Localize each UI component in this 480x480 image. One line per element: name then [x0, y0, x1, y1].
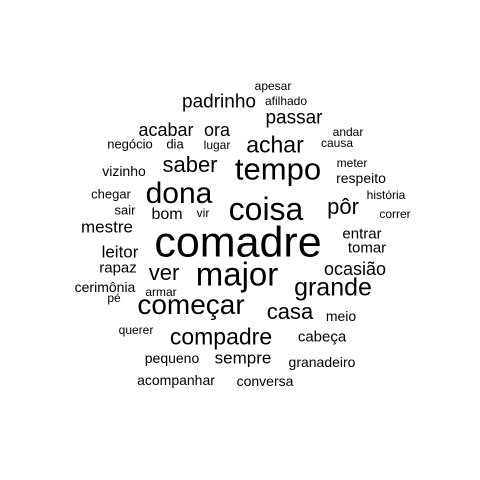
word-meter: meter — [336, 156, 368, 170]
word-dona: dona — [145, 177, 213, 210]
word-major: major — [195, 255, 279, 293]
word-conversa: conversa — [236, 373, 294, 389]
word-armar: armar — [145, 285, 177, 299]
word-lugar: lugar — [203, 138, 231, 152]
word-coisa: coisa — [228, 191, 304, 227]
word-ceremonia: cerimônia — [74, 279, 136, 295]
word-chegar: chegar — [91, 186, 131, 202]
word-bom: bom — [151, 206, 183, 223]
word-causa: causa — [320, 136, 354, 150]
word-achar: achar — [246, 131, 304, 158]
word-passar: passar — [265, 107, 323, 129]
word-acabar: acabar — [138, 120, 194, 140]
word-por: pôr — [327, 194, 359, 219]
word-ora: ora — [203, 120, 231, 140]
word-negocio: negócio — [107, 136, 153, 152]
word-rapaz: rapaz — [99, 259, 137, 277]
word-saber: saber — [162, 152, 218, 177]
word-pequeno: pequeno — [144, 350, 200, 366]
word-granadeiro: granadeiro — [288, 354, 356, 370]
word-padrinho: padrinho — [182, 91, 256, 113]
word-leitor: leitor — [101, 242, 139, 262]
word-meio: meio — [325, 308, 357, 324]
word-historia: história — [366, 188, 406, 202]
word-querer: querer — [118, 323, 154, 337]
word-cabeca: cabeça — [297, 328, 347, 346]
word-casa: casa — [266, 299, 314, 324]
word-ver: ver — [148, 260, 180, 285]
word-compadre: compadre — [169, 323, 273, 350]
word-vizinho: vizinho — [102, 163, 146, 179]
word-mestre: mestre — [81, 217, 133, 237]
word-apesar: apesar — [254, 79, 292, 93]
word-comadre: comadre — [154, 218, 322, 267]
word-tomar: tomar — [347, 239, 387, 257]
word-dia: dia — [166, 136, 184, 152]
word-acompanhar: acompanhar — [137, 372, 215, 388]
word-afilhado: afilhado — [264, 94, 308, 108]
word-grande: grande — [294, 273, 372, 302]
word-comecar: começar — [137, 289, 245, 320]
word-vir: vir — [196, 206, 210, 220]
word-sempre: sempre — [214, 348, 272, 368]
word-sair: sair — [114, 202, 136, 218]
word-entrar: entrar — [342, 225, 382, 243]
word-respeito: respeito — [336, 170, 386, 186]
word-pe: pé — [107, 291, 121, 305]
word-correr: correr — [379, 207, 411, 221]
word-tempo: tempo — [234, 151, 322, 187]
word-ocasiao: ocasião — [323, 259, 387, 279]
word-andar: andar — [332, 125, 364, 139]
